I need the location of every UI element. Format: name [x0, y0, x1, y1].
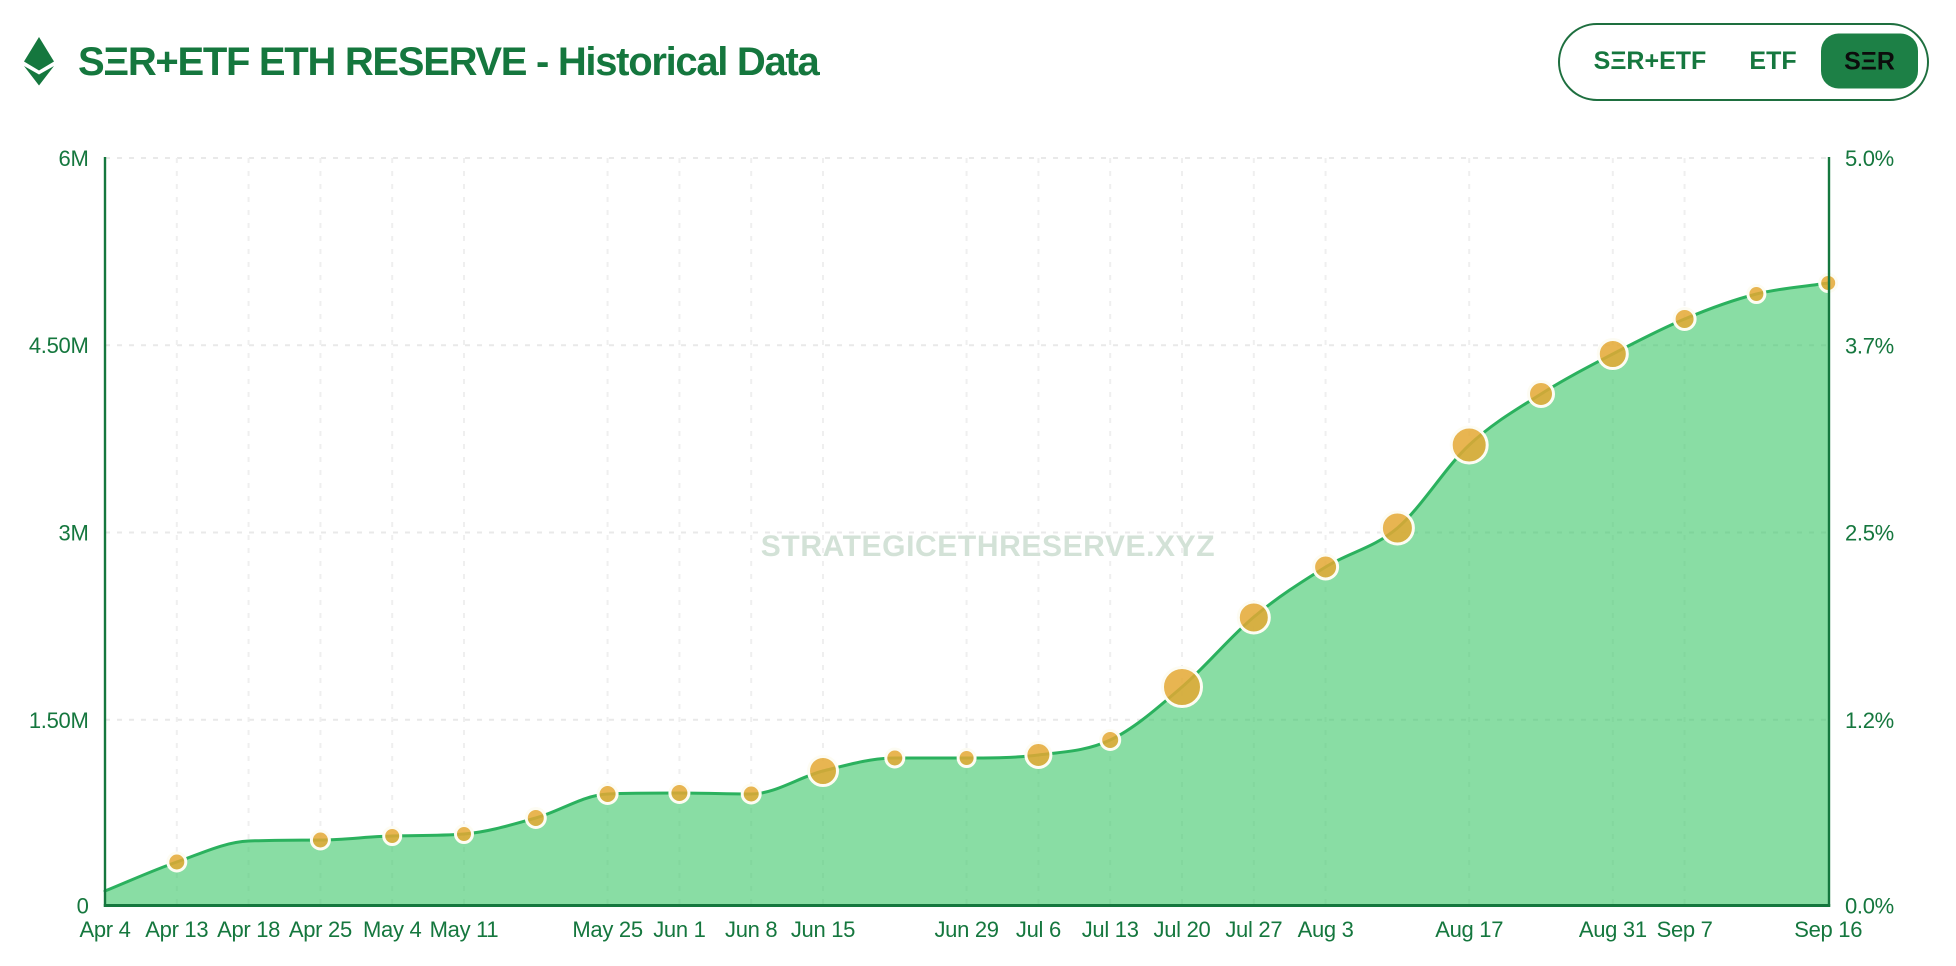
svg-text:Apr 4: Apr 4	[79, 917, 130, 942]
svg-text:1.50M: 1.50M	[29, 708, 89, 733]
svg-text:Jul 27: Jul 27	[1225, 917, 1282, 942]
svg-text:1.2%: 1.2%	[1845, 708, 1894, 733]
svg-text:SΞR: SΞR	[1844, 48, 1895, 76]
svg-text:Apr 25: Apr 25	[289, 917, 352, 942]
svg-text:Jul 6: Jul 6	[1016, 917, 1061, 942]
svg-text:Aug 17: Aug 17	[1435, 917, 1503, 942]
svg-text:SΞR+ETF: SΞR+ETF	[1594, 47, 1707, 75]
svg-text:3M: 3M	[59, 521, 89, 546]
svg-text:SΞR+ETF ETH RESERVE - Historic: SΞR+ETF ETH RESERVE - Historical Data	[78, 40, 820, 84]
svg-text:Sep 16: Sep 16	[1794, 917, 1862, 942]
svg-text:0: 0	[77, 894, 89, 919]
svg-text:Apr 13: Apr 13	[145, 917, 208, 942]
svg-text:Jul 20: Jul 20	[1154, 917, 1211, 942]
svg-text:Apr 18: Apr 18	[217, 917, 280, 942]
svg-text:Jun 15: Jun 15	[791, 917, 855, 942]
svg-text:May 11: May 11	[430, 917, 499, 942]
svg-text:3.7%: 3.7%	[1845, 333, 1894, 358]
svg-text:6M: 6M	[59, 146, 89, 171]
svg-text:Jun 29: Jun 29	[934, 917, 998, 942]
svg-text:Jul 13: Jul 13	[1082, 917, 1139, 942]
svg-text:STRATEGICETHRESERVE.XYZ: STRATEGICETHRESERVE.XYZ	[761, 530, 1215, 563]
svg-text:2.5%: 2.5%	[1845, 521, 1894, 546]
svg-text:Sep 7: Sep 7	[1657, 917, 1713, 942]
svg-text:Jun 1: Jun 1	[653, 917, 705, 942]
svg-text:0.0%: 0.0%	[1845, 894, 1894, 919]
svg-text:4.50M: 4.50M	[29, 333, 89, 358]
svg-text:5.0%: 5.0%	[1845, 146, 1894, 171]
svg-text:ETF: ETF	[1749, 47, 1796, 75]
svg-text:Aug 31: Aug 31	[1579, 917, 1647, 942]
svg-text:May 4: May 4	[363, 917, 421, 942]
svg-text:May 25: May 25	[572, 917, 642, 942]
svg-text:Aug 3: Aug 3	[1298, 917, 1354, 942]
svg-text:Jun 8: Jun 8	[725, 917, 777, 942]
